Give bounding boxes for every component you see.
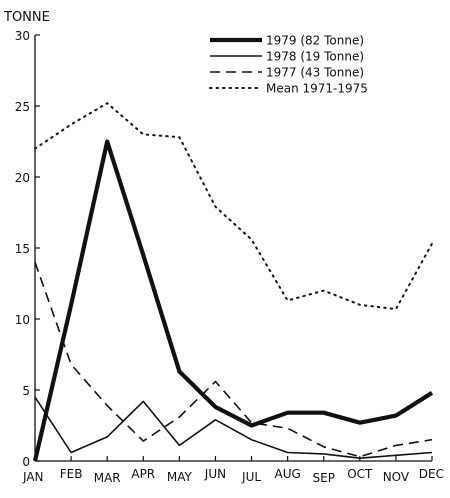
x-tick-label: FEB [60,467,83,481]
y-tick-label: 5 [22,384,30,398]
x-tick-label: SEP [313,471,335,485]
x-tick-label: MAY [167,470,193,484]
x-tick-label: OCT [347,467,373,481]
y-tick-label: 15 [15,242,30,256]
x-tick-label: MAR [94,471,121,485]
axes [34,35,432,462]
legend-label: 1977 (43 Tonne) [266,66,364,80]
series-lines [32,102,434,462]
x-tick-label: DEC [419,467,444,481]
legend: 1979 (82 Tonne) 1978 (19 Tonne) 1977 (43 T… [209,34,368,96]
x-ticks: JAN FEB MAR APR MAY JUN JUL AUG SEP OCT NOV DEC [22,456,444,485]
x-tick-label: JAN [22,470,44,484]
series-line-thin [34,396,433,460]
series-line-dotted [34,102,433,311]
x-tick-label: AUG [274,467,300,481]
y-tick-label: 25 [15,100,30,114]
y-tick-label: 0 [22,455,30,469]
y-axis-title: TONNE [3,10,50,25]
y-ticks: 0 5 10 15 20 25 30 [15,29,40,469]
legend-label: Mean 1971-1975 [266,82,368,96]
y-tick-label: 10 [15,313,30,327]
series-line-dashed [34,261,433,458]
x-tick-label: JUL [241,470,261,484]
x-tick-label: JUN [204,467,226,481]
y-tick-label: 30 [15,29,30,43]
y-tick-label: 20 [15,171,30,185]
series-line-thick [32,139,434,462]
legend-label: 1978 (19 Tonne) [266,50,364,64]
x-tick-label: NOV [383,470,410,484]
legend-label: 1979 (82 Tonne) [266,34,364,48]
x-tick-label: APR [131,467,155,481]
